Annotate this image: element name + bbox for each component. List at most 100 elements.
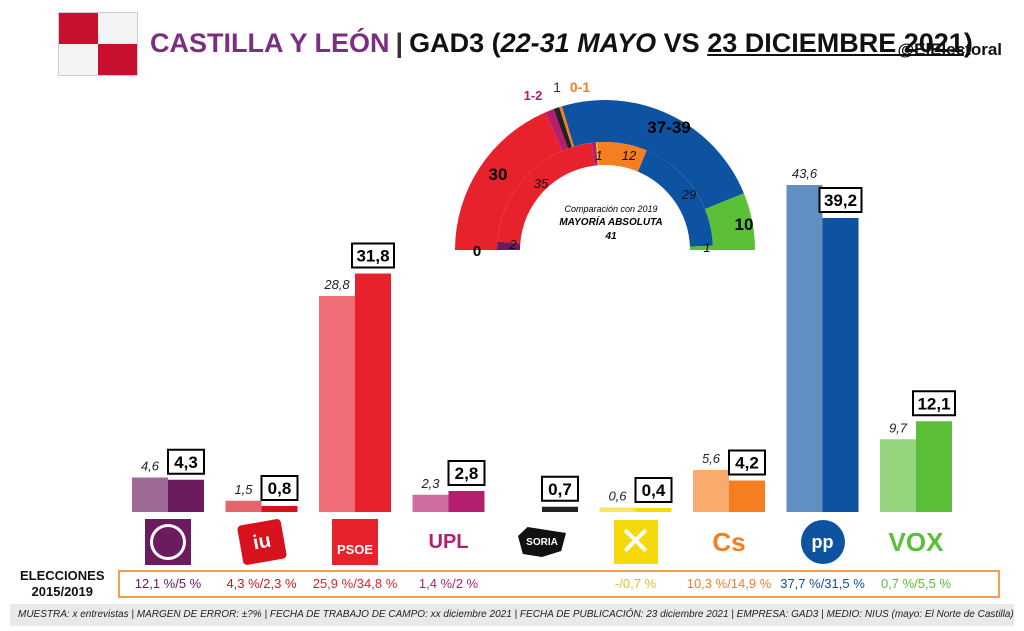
hemicycle-outer-label: 1: [553, 79, 561, 95]
bar-current-label: 0,8: [268, 479, 292, 498]
bar-current-label-box: [260, 475, 299, 501]
hemicycle-inner-pp: [637, 150, 713, 247]
hemicycle-inner-label: 29: [681, 187, 696, 202]
hemicycle-outer-cs: [559, 106, 575, 148]
flag-castle-quarter: [98, 44, 137, 75]
bar-previous-upl: [412, 494, 449, 512]
party-logo-pp: pp: [799, 518, 847, 566]
bar-previous-label: 5,6: [702, 451, 721, 466]
bar-current-label: 2,8: [455, 464, 479, 483]
bar-current-podemos: [168, 479, 204, 512]
hemicycle-inner-label: 1: [703, 240, 710, 255]
bar-previous-label: 4,6: [141, 459, 160, 474]
title-vs: VS: [656, 28, 708, 58]
bar-current-label: 4,2: [735, 454, 759, 473]
hemicycle-inner-label: 1: [595, 148, 602, 163]
party-logo-upl: UPL: [425, 518, 473, 566]
election-result-xav: -/0,7 %: [614, 576, 657, 591]
bar-current-label-box: [818, 187, 863, 213]
bar-current-label: 0,4: [642, 481, 666, 500]
title-region: CASTILLA Y LEÓN: [150, 28, 390, 58]
bar-current-label-box: [167, 448, 205, 475]
party-logo-psoe: PSOE: [331, 518, 379, 566]
bar-current-soria: [542, 506, 578, 512]
flag-castle-quarter: [59, 13, 98, 44]
party-logo-text: iu: [250, 529, 273, 554]
bar-previous-label: 0,6: [608, 489, 627, 504]
party-logo-podemos: [144, 518, 192, 566]
party-logo-cs: Cs: [705, 518, 753, 566]
bar-current-psoe: [355, 273, 391, 512]
bar-current-xav: [635, 508, 672, 512]
hemicycle-outer-label: 1-2: [524, 88, 543, 103]
title-date: 23 DICIEMBRE 2021: [707, 28, 964, 58]
bar-current-iu: [261, 506, 298, 512]
bar-previous-cs: [693, 470, 729, 512]
bar-current-label: 12,1: [917, 394, 950, 413]
bar-current-upl: [448, 491, 485, 512]
title-period: 22-31 MAYO: [500, 28, 657, 58]
election-result-vox: 0,7 %/5,5 %: [880, 576, 952, 591]
bar-previous-xav: [599, 507, 636, 512]
party-logo-iu: iu: [236, 518, 287, 566]
bar-previous-label: 43,6: [792, 166, 818, 181]
title-pollster: GAD3 (: [409, 28, 501, 58]
party-logo-text: VOX: [888, 526, 944, 557]
page-title: CASTILLA Y LEÓN | GAD3 (22-31 MAYO VS 23 D…: [150, 28, 973, 59]
election-result-psoe: 25,9 %/34,8 %: [312, 576, 398, 591]
hemicycle-outer-pp: [561, 100, 744, 210]
elections-label-line2: 2015/2019: [31, 584, 93, 599]
bar-previous-label: 1,5: [234, 482, 253, 497]
bar-current-label-box: [541, 475, 579, 502]
castilla-leon-flag: [58, 12, 138, 76]
flag-lion-quarter: [98, 13, 137, 44]
hemicycle-inner-podemos: [497, 241, 521, 250]
bar-current-cs: [729, 480, 765, 512]
bar-current-label: 31,8: [356, 247, 389, 266]
party-logo-text: SORIA: [526, 536, 558, 548]
bar-previous-label: 2,3: [420, 476, 440, 491]
twitter-handle: @ElElectoral: [897, 40, 1002, 59]
elections-box: [118, 570, 1000, 598]
bar-current-label: 39,2: [824, 191, 857, 210]
election-result-podemos: 12,1 %/5 %: [134, 576, 202, 591]
hemicycle-outer-label: 0-1: [570, 79, 590, 95]
bar-current-label-box: [912, 390, 956, 417]
election-result-pp: 37,7 %/31,5 %: [780, 576, 865, 591]
hemicycle-inner-label: 12: [622, 148, 637, 163]
bar-previous-pp: [786, 185, 823, 512]
hemicycle-outer-vox: [704, 193, 755, 250]
hemicycle-outer-label: 0: [473, 243, 481, 260]
bar-previous-podemos: [132, 477, 168, 512]
bar-previous-vox: [880, 439, 916, 512]
bar-current-label-box: [351, 242, 395, 269]
hemicycle-inner-label: 35: [534, 176, 549, 191]
hemicycle-inner-xav: [595, 142, 599, 166]
elections-label-line1: ELECCIONES: [20, 568, 105, 583]
hemicycle-outer-label: 37-39: [647, 118, 690, 137]
hemicycle-outer-upl: [545, 109, 569, 151]
flag-lion-quarter: [59, 44, 98, 75]
hemicycle-outer-soria: [553, 107, 573, 149]
party-logo-soria: SORIA: [518, 518, 566, 566]
bar-previous-label: 28,8: [323, 277, 350, 292]
bar-current-label: 0,7: [548, 480, 572, 499]
bar-previous-iu: [225, 500, 262, 512]
party-logo-text: PSOE: [336, 542, 374, 557]
election-result-cs: 10,3 %/14,9 %: [686, 576, 772, 591]
elections-label: ELECCIONES 2015/2019: [20, 568, 105, 600]
hemicycle-outer-psoe: [455, 112, 563, 251]
hemicycle-inner-upl: [591, 142, 598, 166]
bar-previous-psoe: [319, 296, 355, 512]
hemicycle-center-seats: 41: [604, 231, 617, 242]
bar-current-vox: [916, 421, 952, 512]
bar-current-pp: [822, 218, 859, 512]
hemicycle-inner-vox: [689, 245, 713, 250]
hemicycle-inner-label: 2: [508, 237, 517, 252]
bar-current-label-box: [634, 477, 673, 503]
party-logo-text: Cs: [712, 526, 746, 557]
party-logo-vox: VOX: [889, 518, 944, 566]
party-logo-text: UPL: [428, 530, 469, 553]
bar-current-label: 4,3: [174, 453, 198, 472]
